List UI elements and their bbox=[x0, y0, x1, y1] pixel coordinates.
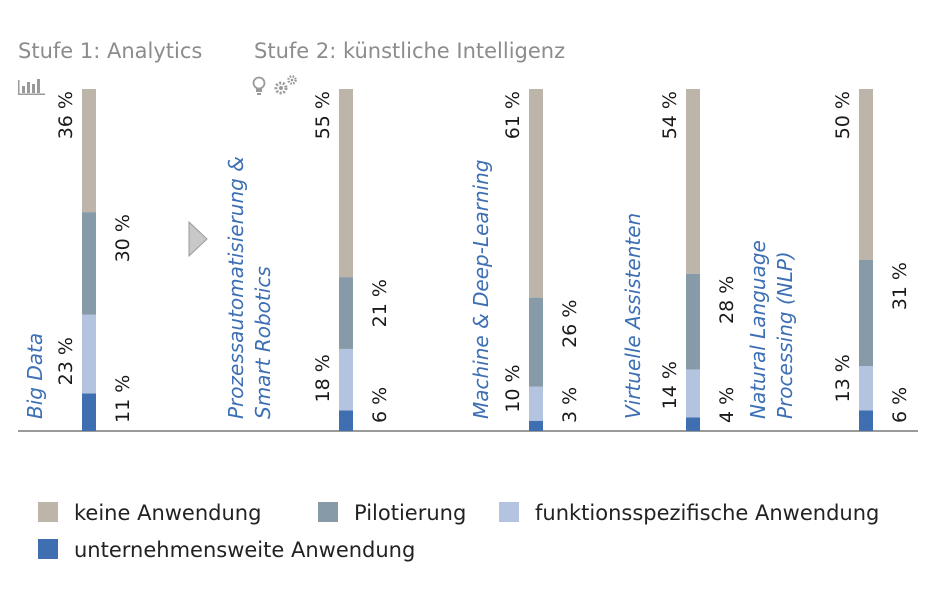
value-label-machine-deep-learning-keine-anwendung: 61 % bbox=[502, 91, 524, 139]
value-label-natural-language-processing-nlp-pilotierung: 31 % bbox=[889, 262, 911, 310]
legend-label-keine-anwendung: keine Anwendung bbox=[74, 501, 261, 525]
bar-segment-big-data-unternehmensweite-anwendung bbox=[82, 393, 96, 431]
stage-1-title: Stufe 1: Analytics bbox=[18, 39, 202, 63]
value-label-prozessautomatisierung-smart-robotics-unternehmensweite-anwendung: 6 % bbox=[369, 387, 391, 423]
legend-label-funktionsspezifische-anwendung: funktionsspezifische Anwendung bbox=[535, 501, 879, 525]
value-label-big-data-keine-anwendung: 36 % bbox=[55, 91, 77, 139]
value-label-machine-deep-learning-unternehmensweite-anwendung: 3 % bbox=[559, 387, 581, 423]
legend-item-unternehmensweite-anwendung: unternehmensweite Anwendung bbox=[38, 538, 415, 562]
value-label-prozessautomatisierung-smart-robotics-funktionsspezifische-anwendung: 18 % bbox=[312, 354, 334, 402]
legend-swatch-unternehmensweite-anwendung bbox=[38, 539, 58, 559]
legend-label-unternehmensweite-anwendung: unternehmensweite Anwendung bbox=[74, 538, 415, 562]
category-label-natural-language-processing-nlp: Natural Language bbox=[746, 240, 770, 419]
bar-segment-machine-deep-learning-funktionsspezifische-anwendung bbox=[529, 386, 543, 421]
bar-segment-prozessautomatisierung-smart-robotics-funktionsspezifische-anwendung bbox=[339, 348, 353, 411]
bar-segment-machine-deep-learning-unternehmensweite-anwendung bbox=[529, 420, 543, 431]
stage-2-title: Stufe 2: künstliche Intelligenz bbox=[254, 39, 565, 63]
legend-swatch-keine-anwendung bbox=[38, 502, 58, 522]
bar-segment-virtuelle-assistenten-pilotierung bbox=[686, 273, 700, 370]
legend-item-keine-anwendung: keine Anwendung bbox=[38, 501, 261, 525]
gears-icon bbox=[274, 75, 297, 95]
bar-segment-natural-language-processing-nlp-pilotierung bbox=[859, 260, 873, 367]
legend-swatch-pilotierung bbox=[318, 502, 338, 522]
value-label-big-data-pilotierung: 30 % bbox=[112, 214, 134, 262]
bar-segment-virtuelle-assistenten-keine-anwendung bbox=[686, 89, 700, 274]
lightbulb-icon bbox=[252, 76, 266, 95]
category-label-natural-language-processing-nlp: Processing (NLP) bbox=[773, 251, 797, 419]
value-label-prozessautomatisierung-smart-robotics-pilotierung: 21 % bbox=[369, 279, 391, 327]
category-label-big-data: Big Data bbox=[23, 333, 47, 419]
value-label-machine-deep-learning-pilotierung: 26 % bbox=[559, 300, 581, 348]
value-label-machine-deep-learning-funktionsspezifische-anwendung: 10 % bbox=[502, 364, 524, 412]
category-label-machine-deep-learning: Machine & Deep-Learning bbox=[469, 160, 493, 419]
category-label-prozessautomatisierung-smart-robotics: Smart Robotics bbox=[251, 266, 275, 419]
value-label-prozessautomatisierung-smart-robotics-keine-anwendung: 55 % bbox=[312, 91, 334, 139]
bar-segment-natural-language-processing-nlp-keine-anwendung bbox=[859, 89, 873, 260]
legend-item-funktionsspezifische-anwendung: funktionsspezifische Anwendung bbox=[499, 501, 879, 525]
bar-segment-prozessautomatisierung-smart-robotics-unternehmensweite-anwendung bbox=[339, 410, 353, 431]
bar-segment-big-data-funktionsspezifische-anwendung bbox=[82, 314, 96, 394]
value-label-natural-language-processing-nlp-funktionsspezifische-anwendung: 13 % bbox=[832, 354, 854, 402]
bar-chart-icon bbox=[18, 79, 45, 95]
bar-segment-big-data-keine-anwendung bbox=[82, 89, 96, 213]
value-label-virtuelle-assistenten-keine-anwendung: 54 % bbox=[659, 91, 681, 139]
legend-item-pilotierung: Pilotierung bbox=[318, 501, 466, 525]
value-label-virtuelle-assistenten-unternehmensweite-anwendung: 4 % bbox=[716, 387, 738, 423]
bar-segment-big-data-pilotierung bbox=[82, 212, 96, 315]
bar-segment-virtuelle-assistenten-funktionsspezifische-anwendung bbox=[686, 369, 700, 418]
category-label-virtuelle-assistenten: Virtuelle Assistenten bbox=[621, 213, 645, 419]
value-label-big-data-unternehmensweite-anwendung: 11 % bbox=[112, 375, 134, 423]
bar-segment-virtuelle-assistenten-unternehmensweite-anwendung bbox=[686, 417, 700, 431]
bar-segment-machine-deep-learning-keine-anwendung bbox=[529, 89, 543, 298]
value-label-natural-language-processing-nlp-keine-anwendung: 50 % bbox=[832, 91, 854, 139]
stage-arrow-icon bbox=[188, 220, 208, 258]
bar-segment-machine-deep-learning-pilotierung bbox=[529, 297, 543, 387]
legend-label-pilotierung: Pilotierung bbox=[354, 501, 466, 525]
lightbulb-gears-icon bbox=[252, 75, 297, 95]
bar-segment-natural-language-processing-nlp-funktionsspezifische-anwendung bbox=[859, 366, 873, 411]
bar-segment-prozessautomatisierung-smart-robotics-pilotierung bbox=[339, 277, 353, 349]
value-label-big-data-funktionsspezifische-anwendung: 23 % bbox=[55, 337, 77, 385]
value-label-virtuelle-assistenten-funktionsspezifische-anwendung: 14 % bbox=[659, 361, 681, 409]
category-label-prozessautomatisierung-smart-robotics: Prozessautomatisierung & bbox=[224, 156, 248, 419]
legend-swatch-funktionsspezifische-anwendung bbox=[499, 502, 519, 522]
value-label-virtuelle-assistenten-pilotierung: 28 % bbox=[716, 276, 738, 324]
bar-segment-natural-language-processing-nlp-unternehmensweite-anwendung bbox=[859, 410, 873, 431]
bar-segment-prozessautomatisierung-smart-robotics-keine-anwendung bbox=[339, 89, 353, 278]
value-label-natural-language-processing-nlp-unternehmensweite-anwendung: 6 % bbox=[889, 387, 911, 423]
